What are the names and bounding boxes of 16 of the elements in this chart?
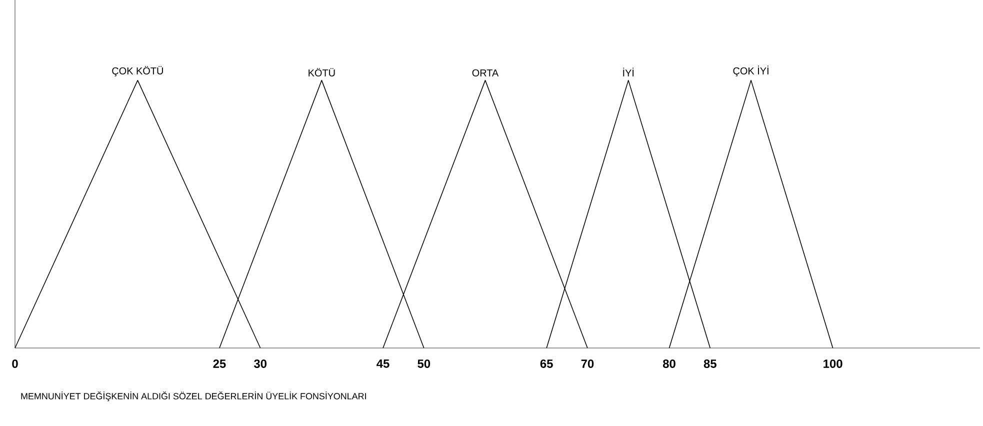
x-tick-label: 70 xyxy=(581,359,594,368)
x-axis-title: MEMNUNİYET DEĞİŞKENİN ALDIĞI SÖZEL DEĞERLERİN ÜYELİK FONSİYONLARI xyxy=(21,392,366,402)
x-tick-label: 100 xyxy=(824,359,842,368)
x-tick-label: 65 xyxy=(540,359,553,368)
series-label: ÇOK KÖTÜ xyxy=(112,66,163,76)
series-label: ORTA xyxy=(472,69,499,76)
series-label: ÇOK İYİ xyxy=(733,66,768,76)
series-label: KÖTÜ xyxy=(308,68,335,76)
series-label: İYİ xyxy=(623,68,634,76)
x-tick-label: 25 xyxy=(213,359,226,368)
x-tick-label: 0 xyxy=(12,359,18,368)
x-tick-label: 85 xyxy=(704,359,716,368)
x-tick-label: 30 xyxy=(254,359,266,368)
x-tick-label: 50 xyxy=(418,359,430,368)
x-tick-label: 80 xyxy=(662,359,676,368)
x-tick-label: 45 xyxy=(376,359,390,368)
